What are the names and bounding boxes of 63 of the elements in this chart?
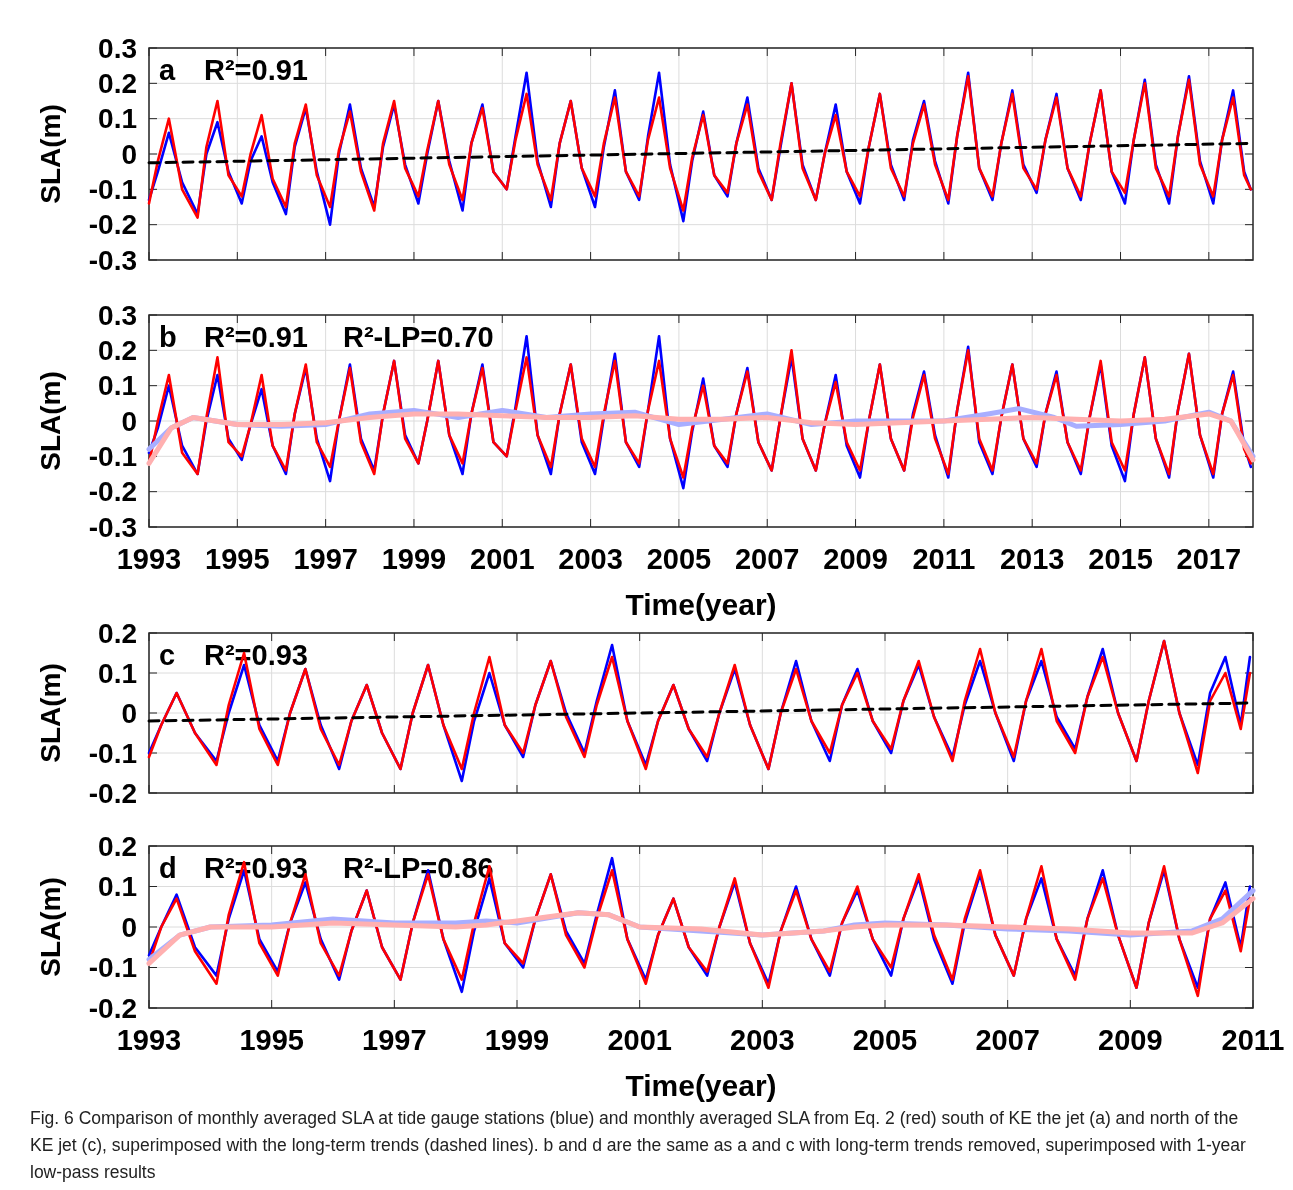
y-tick-label: 0.1 bbox=[98, 103, 137, 135]
x-tick-label: 1999 bbox=[484, 1024, 550, 1056]
y-tick-label: 0.1 bbox=[98, 871, 137, 903]
x-tick-label: 1997 bbox=[362, 1024, 427, 1056]
x-tick-label: 1993 bbox=[116, 1024, 182, 1056]
y-tick-label: 0.3 bbox=[98, 299, 137, 331]
x-tick-label: 2011 bbox=[1221, 1024, 1285, 1056]
y-tick-label: 0.2 bbox=[98, 335, 137, 367]
x-tick-label: 2009 bbox=[823, 543, 888, 575]
x-tick-label: 1997 bbox=[293, 543, 358, 575]
x-tick-label: 2005 bbox=[852, 1024, 918, 1056]
y-tick-label: -0.1 bbox=[88, 737, 137, 769]
y-tick-label: 0 bbox=[121, 405, 137, 437]
y-tick-label: -0.1 bbox=[88, 441, 137, 473]
x-tick-label: 2011 bbox=[912, 543, 976, 575]
annotation: R²-LP=0.70 bbox=[343, 321, 494, 353]
x-tick-label: 1995 bbox=[239, 1024, 304, 1056]
x-tick-label: 1993 bbox=[116, 543, 182, 575]
annotation: R²=0.91 bbox=[204, 321, 308, 353]
x-tick-label: 2003 bbox=[730, 1024, 795, 1056]
y-tick-label: 0 bbox=[121, 697, 137, 729]
x-tick-label: 2007 bbox=[734, 543, 800, 575]
y-tick-label: -0.2 bbox=[88, 476, 137, 508]
x-tick-label: 2003 bbox=[558, 543, 623, 575]
x-tick-label: 2001 bbox=[607, 1024, 672, 1056]
x-tick-label: 2001 bbox=[470, 543, 535, 575]
x-tick-label: 2005 bbox=[646, 543, 712, 575]
annotation: a bbox=[159, 54, 176, 86]
y-tick-label: -0.2 bbox=[88, 777, 137, 809]
annotation: c bbox=[159, 639, 176, 671]
y-tick-label: 0 bbox=[121, 138, 137, 170]
annotation: R²-LP=0.86 bbox=[343, 852, 494, 884]
annotation: R²=0.93 bbox=[204, 639, 308, 671]
x-tick-label: 2013 bbox=[999, 543, 1065, 575]
y-tick-label: 0.2 bbox=[98, 830, 137, 862]
y-axis-title: SLA(m) bbox=[35, 104, 66, 204]
caption: Fig. 6 Comparison of monthly averaged SLA at tide gauge stations (blue) and monthly averaged SLA from Eq. 2 (red) south of KE the jet (a) and north of the KE jet (c), superimposed with the long-term trends (dashed lines). b and d are the same as a and c with long-term trends removed, superimposed with 1-year low-pass results bbox=[30, 1107, 1247, 1184]
annotation: R²=0.91 bbox=[204, 54, 308, 86]
y-tick-label: -0.2 bbox=[88, 209, 137, 241]
y-tick-label: 0.1 bbox=[98, 370, 137, 402]
x-axis-title: Time(year) bbox=[625, 588, 777, 621]
x-tick-label: 1995 bbox=[205, 543, 270, 575]
y-axis-title: SLA(m) bbox=[35, 371, 66, 471]
y-tick-label: -0.3 bbox=[88, 511, 137, 543]
y-tick-label: -0.1 bbox=[88, 952, 137, 984]
x-axis-title: Time(year) bbox=[625, 1069, 777, 1102]
annotation: d bbox=[159, 852, 177, 884]
x-tick-label: 2017 bbox=[1176, 543, 1242, 575]
y-tick-label: 0.1 bbox=[98, 657, 137, 689]
y-tick-label: 0.3 bbox=[98, 32, 137, 64]
x-tick-label: 1999 bbox=[381, 543, 447, 575]
y-axis-title: SLA(m) bbox=[35, 663, 66, 763]
y-axis-title: SLA(m) bbox=[35, 877, 66, 977]
x-tick-label: 2007 bbox=[975, 1024, 1040, 1056]
y-tick-label: 0.2 bbox=[98, 617, 137, 649]
y-tick-label: -0.2 bbox=[88, 992, 137, 1024]
y-tick-label: 0.2 bbox=[98, 68, 137, 100]
y-tick-label: 0 bbox=[121, 911, 137, 943]
y-tick-label: -0.1 bbox=[88, 174, 137, 206]
annotation: b bbox=[159, 321, 177, 353]
x-tick-label: 2009 bbox=[1098, 1024, 1163, 1056]
y-tick-label: -0.3 bbox=[88, 244, 137, 276]
x-tick-label: 2015 bbox=[1088, 543, 1153, 575]
